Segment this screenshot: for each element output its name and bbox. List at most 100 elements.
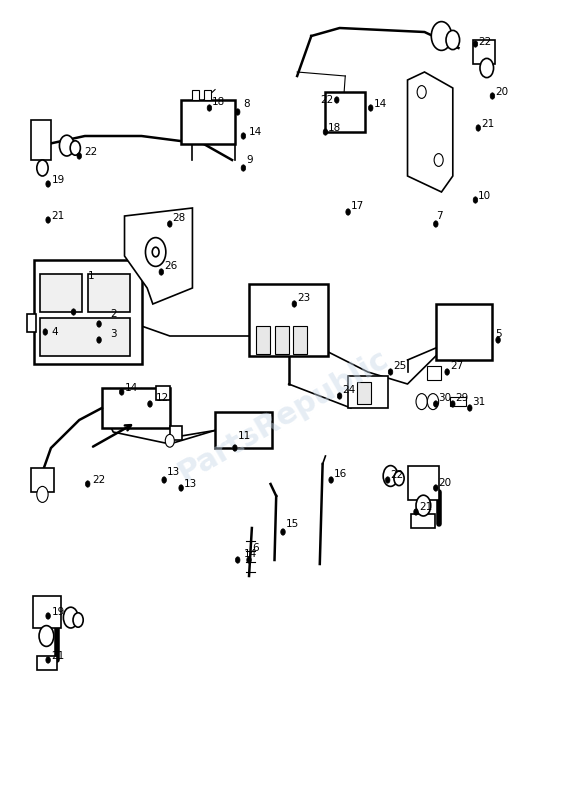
Text: 18: 18: [328, 123, 341, 133]
Text: 21: 21: [481, 119, 494, 129]
Circle shape: [329, 477, 333, 483]
Circle shape: [85, 481, 90, 487]
Bar: [411, 514, 435, 528]
Polygon shape: [408, 72, 453, 192]
Text: 1: 1: [88, 271, 95, 281]
Bar: [357, 382, 371, 404]
Circle shape: [434, 485, 438, 491]
Circle shape: [416, 495, 431, 516]
Bar: [33, 596, 61, 628]
Circle shape: [145, 238, 166, 266]
Bar: [181, 100, 235, 144]
Circle shape: [431, 22, 452, 50]
Text: 13: 13: [184, 479, 197, 489]
Circle shape: [388, 369, 393, 375]
Bar: [31, 468, 54, 492]
Text: 8: 8: [243, 99, 250, 109]
Text: 21: 21: [419, 502, 432, 512]
Circle shape: [152, 247, 159, 257]
Text: 31: 31: [473, 398, 486, 407]
Circle shape: [235, 557, 240, 563]
Bar: [249, 284, 328, 356]
Circle shape: [476, 125, 481, 131]
Circle shape: [59, 135, 74, 156]
Bar: [40, 274, 82, 312]
Text: 29: 29: [456, 394, 469, 403]
Circle shape: [473, 197, 478, 203]
Circle shape: [394, 471, 404, 486]
Circle shape: [427, 394, 439, 410]
Text: 10: 10: [478, 191, 491, 201]
Bar: [170, 426, 182, 440]
Text: 22: 22: [391, 470, 404, 480]
Text: 11: 11: [238, 431, 251, 441]
Circle shape: [39, 626, 54, 646]
Text: 14: 14: [374, 99, 387, 109]
Text: 22: 22: [84, 147, 97, 157]
Bar: [34, 260, 142, 364]
Circle shape: [385, 477, 390, 483]
Text: 24: 24: [342, 386, 355, 395]
Circle shape: [73, 613, 83, 627]
Bar: [88, 274, 130, 312]
Text: 14: 14: [125, 383, 138, 393]
Circle shape: [496, 337, 500, 343]
Circle shape: [37, 486, 48, 502]
Text: 15: 15: [286, 519, 299, 529]
Bar: [473, 40, 495, 64]
Circle shape: [46, 613, 50, 619]
Circle shape: [434, 401, 438, 407]
Circle shape: [446, 30, 460, 50]
Circle shape: [241, 165, 246, 171]
Circle shape: [445, 369, 449, 375]
Circle shape: [168, 221, 172, 227]
Bar: [348, 376, 388, 408]
Circle shape: [323, 129, 328, 135]
Circle shape: [434, 154, 443, 166]
Circle shape: [77, 153, 82, 159]
Bar: [275, 326, 289, 354]
Circle shape: [46, 181, 50, 187]
Circle shape: [292, 301, 297, 307]
Text: 14: 14: [249, 127, 262, 137]
Text: 20: 20: [495, 87, 508, 97]
Text: 12: 12: [156, 393, 169, 402]
Circle shape: [207, 105, 212, 111]
Circle shape: [241, 133, 246, 139]
Text: 18: 18: [212, 98, 225, 107]
Text: 14: 14: [243, 550, 256, 559]
Text: 28: 28: [173, 214, 186, 223]
Circle shape: [383, 466, 398, 486]
Text: 22: 22: [320, 95, 333, 105]
Circle shape: [233, 445, 237, 451]
Bar: [40, 318, 130, 356]
Bar: [427, 366, 441, 380]
Bar: [37, 656, 57, 670]
Circle shape: [434, 221, 438, 227]
Circle shape: [159, 269, 164, 275]
Circle shape: [119, 389, 124, 395]
Circle shape: [46, 657, 50, 663]
Circle shape: [417, 86, 426, 98]
Circle shape: [337, 393, 342, 399]
Circle shape: [480, 58, 494, 78]
Bar: [102, 388, 170, 428]
Circle shape: [414, 509, 418, 515]
Circle shape: [416, 394, 427, 410]
Text: 5: 5: [495, 330, 502, 339]
Circle shape: [70, 141, 80, 155]
Text: 22: 22: [478, 37, 491, 46]
Circle shape: [46, 217, 50, 223]
Text: 23: 23: [297, 293, 310, 302]
Text: 27: 27: [450, 362, 463, 371]
Text: 3: 3: [110, 329, 117, 338]
Circle shape: [165, 434, 174, 447]
Circle shape: [71, 309, 76, 315]
Circle shape: [368, 105, 373, 111]
Bar: [192, 90, 199, 100]
Text: 16: 16: [334, 469, 347, 478]
Circle shape: [235, 109, 240, 115]
Circle shape: [346, 209, 350, 215]
Circle shape: [247, 557, 251, 563]
Bar: [436, 304, 492, 360]
